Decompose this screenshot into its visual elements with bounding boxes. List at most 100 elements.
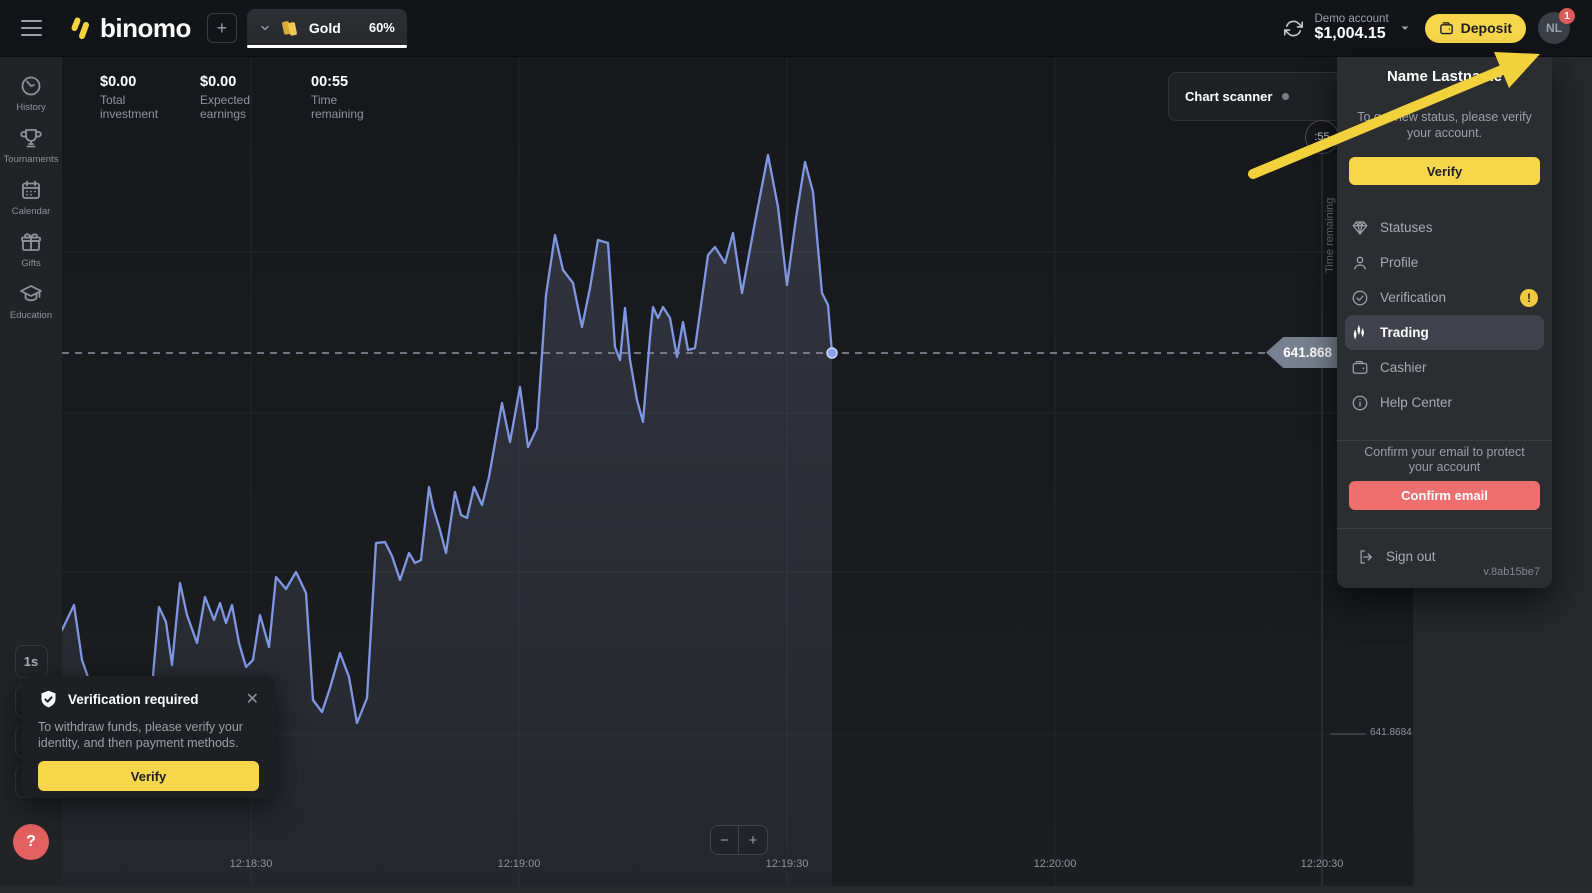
sign-out-label: Sign out xyxy=(1386,549,1436,564)
binomo-logo[interactable]: binomo xyxy=(70,13,191,44)
time-remaining-value: 00:55 xyxy=(311,74,349,90)
account-type-label: Demo account xyxy=(1314,13,1389,25)
profile-menu: Statuses Profile Verification ! xyxy=(1337,210,1552,420)
time-remaining-axis-label: Time remaining xyxy=(1324,197,1336,273)
toast-verify-button[interactable]: Verify xyxy=(38,761,259,791)
sidebar-label: Gifts xyxy=(21,258,41,269)
total-investment-label: Total investment xyxy=(100,93,159,121)
refresh-icon[interactable] xyxy=(1283,19,1303,38)
deposit-label: Deposit xyxy=(1460,20,1512,36)
status-subtitle: To get new status, please verify your ac… xyxy=(1357,110,1532,140)
bottom-strip xyxy=(0,886,1592,893)
shield-check-icon xyxy=(38,689,59,710)
notification-count-badge: 1 xyxy=(1559,8,1575,24)
chevron-down-icon[interactable] xyxy=(259,22,271,34)
menu-item-label: Cashier xyxy=(1380,360,1427,375)
time-axis-label: 12:20:30 xyxy=(1300,858,1344,870)
divider xyxy=(1337,528,1552,529)
menu-item-trading[interactable]: Trading xyxy=(1345,315,1544,350)
app-version: v.8ab15be7 xyxy=(1483,566,1540,578)
gem-icon xyxy=(1351,219,1369,237)
time-axis-label: 12:20:00 xyxy=(1033,858,1077,870)
asset-tab-gold[interactable]: Gold 60% xyxy=(246,9,407,48)
time-remaining-label: Time remaining xyxy=(311,93,364,121)
info-circle-icon xyxy=(1351,394,1369,412)
add-asset-button[interactable]: + xyxy=(206,13,237,43)
gold-bars-icon xyxy=(280,18,300,38)
chart-zoom-controls: − + xyxy=(710,825,768,855)
account-balance: $1,004.15 xyxy=(1314,25,1386,42)
trophy-icon xyxy=(19,126,43,150)
confirm-email-button[interactable]: Confirm email xyxy=(1349,481,1540,510)
account-switcher[interactable]: Demo account $1,004.15 xyxy=(1315,13,1389,43)
account-chevron-down-icon[interactable] xyxy=(1399,22,1411,34)
menu-item-profile[interactable]: Profile xyxy=(1337,245,1552,280)
menu-item-cashier[interactable]: Cashier xyxy=(1337,350,1552,385)
timeframe-button[interactable]: 1s xyxy=(14,645,48,678)
toast-title: Verification required xyxy=(68,692,199,707)
sidebar-label: History xyxy=(16,102,46,113)
divider xyxy=(1337,440,1552,441)
verification-toast: Verification required ✕ To withdraw fund… xyxy=(22,676,275,798)
menu-item-label: Verification xyxy=(1380,290,1447,305)
wallet-icon xyxy=(1439,21,1454,36)
zoom-out-button[interactable]: − xyxy=(711,826,739,854)
stat-expected-earnings: $0.00 Expected earnings xyxy=(200,74,250,121)
sidebar-label: Education xyxy=(9,310,53,321)
history-clock-icon xyxy=(19,74,43,98)
countdown-badge: :55 xyxy=(1305,120,1339,154)
logo-text: binomo xyxy=(100,12,191,43)
expected-earnings-value: $0.00 xyxy=(200,74,237,90)
calendar-icon xyxy=(19,178,43,202)
menu-item-statuses[interactable]: Statuses xyxy=(1337,210,1552,245)
sidebar-item-calendar[interactable]: Calendar xyxy=(0,178,62,217)
asset-payout: 60% xyxy=(368,20,395,35)
chart-scanner-title: Chart scanner xyxy=(1185,89,1273,104)
candlestick-chart-icon xyxy=(1351,324,1369,342)
menu-item-verification[interactable]: Verification ! xyxy=(1337,280,1552,315)
graduation-cap-icon xyxy=(19,282,43,306)
verification-warning-badge: ! xyxy=(1520,288,1538,307)
sidebar-item-history[interactable]: History xyxy=(0,74,62,113)
stat-total-investment: $0.00 Total investment xyxy=(100,74,158,121)
deposit-button[interactable]: Deposit xyxy=(1424,13,1526,43)
menu-hamburger-icon[interactable] xyxy=(0,0,62,57)
support-help-button[interactable]: ? xyxy=(13,824,49,860)
sidebar-label: Calendar xyxy=(11,206,51,217)
close-icon[interactable]: ✕ xyxy=(245,690,259,708)
menu-item-help-center[interactable]: Help Center xyxy=(1337,385,1552,420)
asset-name: Gold xyxy=(308,19,341,36)
lightning-bolt-icon xyxy=(70,15,92,41)
menu-item-label: Profile xyxy=(1380,255,1419,270)
sidebar-item-gifts[interactable]: Gifts xyxy=(0,230,62,269)
total-investment-value: $0.00 xyxy=(100,74,137,90)
current-price-tag: 641.868 xyxy=(1266,337,1338,368)
price-series-line xyxy=(62,153,834,776)
profile-dropdown: Name Lastname To get new status, please … xyxy=(1337,57,1552,588)
sidebar-label: Tournaments xyxy=(3,154,59,165)
scanner-status-dot xyxy=(1282,93,1290,100)
avatar-button[interactable]: NL 1 xyxy=(1538,8,1575,44)
price-axis-value: 641.8684 xyxy=(1370,727,1412,738)
person-icon xyxy=(1351,254,1369,272)
sign-out-icon xyxy=(1357,548,1375,566)
sign-out-button[interactable]: Sign out xyxy=(1337,539,1552,574)
verify-account-button[interactable]: Verify xyxy=(1349,157,1540,185)
check-circle-icon xyxy=(1351,289,1369,307)
menu-item-label: Trading xyxy=(1380,325,1429,340)
time-axis-label: 12:18:30 xyxy=(229,858,273,870)
toast-body: To withdraw funds, please verify your id… xyxy=(38,720,243,750)
sidebar-item-tournaments[interactable]: Tournaments xyxy=(0,126,62,165)
time-axis-label: 12:19:30 xyxy=(765,858,809,870)
menu-item-label: Help Center xyxy=(1380,395,1453,410)
expected-earnings-label: Expected earnings xyxy=(200,93,251,121)
zoom-in-button[interactable]: + xyxy=(748,831,758,849)
stat-time-remaining: 00:55 Time remaining xyxy=(311,74,364,121)
sidebar-item-education[interactable]: Education xyxy=(0,282,62,321)
menu-item-label: Statuses xyxy=(1380,220,1433,235)
user-name: Name Lastname xyxy=(1386,68,1503,85)
gift-icon xyxy=(19,230,43,254)
time-axis-label: 12:19:00 xyxy=(497,858,541,870)
topbar: binomo + Gold 60% Demo account xyxy=(0,0,1592,57)
